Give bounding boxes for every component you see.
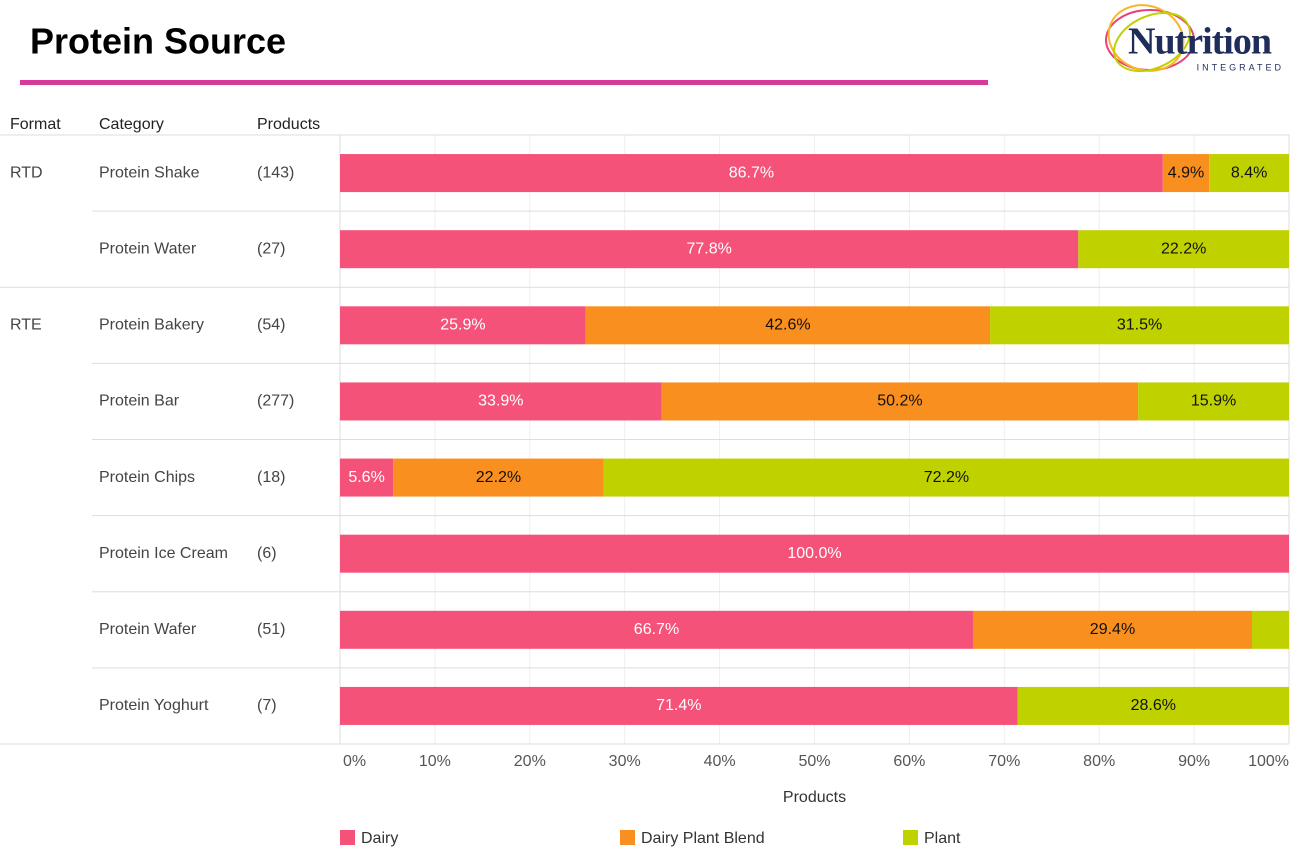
- product-count: (7): [257, 697, 277, 714]
- bar-segment: [661, 382, 1139, 421]
- bar-segment: [340, 382, 662, 421]
- category-label: Protein Bakery: [99, 317, 204, 334]
- x-axis-label: Products: [783, 789, 846, 806]
- data-label: 50.2%: [877, 393, 922, 410]
- x-tick-label: 10%: [419, 753, 451, 770]
- bar-segment: [340, 534, 1289, 573]
- data-label: 86.7%: [729, 164, 774, 181]
- data-label: 22.2%: [476, 469, 521, 486]
- x-tick-label: 80%: [1083, 753, 1115, 770]
- bar-segment: [1251, 610, 1289, 649]
- bar-segment: [1138, 382, 1289, 421]
- logo-ring: [1113, 11, 1191, 73]
- product-count: (277): [257, 393, 294, 410]
- column-header: Format: [10, 116, 61, 133]
- bar-segment: [990, 306, 1289, 345]
- data-label: 42.6%: [765, 317, 810, 334]
- bar-segment: [340, 154, 1163, 193]
- bar-segment: [340, 230, 1079, 269]
- title-underline: [20, 80, 988, 85]
- bar-segment: [1078, 230, 1289, 269]
- data-label: 4.9%: [1168, 164, 1204, 181]
- data-label: 100.0%: [787, 545, 841, 562]
- legend-swatch: [620, 830, 635, 845]
- product-count: (51): [257, 621, 285, 638]
- product-count: (143): [257, 164, 294, 181]
- bar-segment: [972, 610, 1252, 649]
- x-tick-label: 60%: [893, 753, 925, 770]
- x-tick-label: 20%: [514, 753, 546, 770]
- data-label: 22.2%: [1161, 240, 1206, 257]
- legend-label: Dairy Plant Blend: [641, 830, 765, 847]
- data-label: 15.9%: [1191, 393, 1236, 410]
- bar-segment: [340, 610, 973, 649]
- logo-sub: INTEGRATED: [1197, 62, 1284, 72]
- logo: Nutrition INTEGRATED: [1105, 4, 1284, 73]
- x-tick-label: 90%: [1178, 753, 1210, 770]
- data-label: 28.6%: [1131, 697, 1176, 714]
- data-label: 5.6%: [348, 469, 384, 486]
- bar-segment: [1162, 154, 1210, 193]
- logo-name: Nutrition: [1128, 21, 1272, 63]
- category-label: Protein Wafer: [99, 621, 197, 638]
- x-tick-label: 0%: [343, 753, 366, 770]
- data-label: 71.4%: [656, 697, 701, 714]
- data-label: 8.4%: [1231, 164, 1267, 181]
- page-title: Protein Source: [30, 21, 286, 62]
- data-label: 77.8%: [686, 240, 731, 257]
- data-label: 33.9%: [478, 393, 523, 410]
- x-tick-label: 30%: [609, 753, 641, 770]
- data-label: 66.7%: [634, 621, 679, 638]
- category-label: Protein Bar: [99, 393, 180, 410]
- legend-swatch: [340, 830, 355, 845]
- bar-segment: [340, 686, 1018, 725]
- bar-segment: [1017, 686, 1289, 725]
- category-label: Protein Shake: [99, 164, 200, 181]
- column-header: Category: [99, 116, 164, 133]
- product-count: (6): [257, 545, 277, 562]
- x-tick-label: 70%: [988, 753, 1020, 770]
- x-tick-label: 50%: [798, 753, 830, 770]
- product-count: (18): [257, 469, 285, 486]
- x-tick-label: 100%: [1248, 753, 1289, 770]
- bar-segment: [603, 458, 1289, 497]
- category-label: Protein Ice Cream: [99, 545, 228, 562]
- bar-segment: [340, 306, 586, 345]
- product-count: (54): [257, 317, 285, 334]
- bar-segment: [340, 458, 394, 497]
- bar-segment: [1209, 154, 1289, 193]
- data-label: 72.2%: [924, 469, 969, 486]
- category-label: Protein Chips: [99, 469, 195, 486]
- bar-segment: [585, 306, 991, 345]
- data-label: 25.9%: [440, 317, 485, 334]
- product-count: (27): [257, 240, 285, 257]
- format-label: RTD: [10, 164, 43, 181]
- legend-label: Dairy: [361, 830, 398, 847]
- format-label: RTE: [10, 317, 42, 334]
- data-label: 29.4%: [1090, 621, 1135, 638]
- legend-swatch: [903, 830, 918, 845]
- category-label: Protein Water: [99, 240, 197, 257]
- column-header: Products: [257, 116, 320, 133]
- bar-segment: [393, 458, 604, 497]
- data-label: 31.5%: [1117, 317, 1162, 334]
- legend-label: Plant: [924, 830, 961, 847]
- x-tick-label: 40%: [704, 753, 736, 770]
- category-label: Protein Yoghurt: [99, 697, 209, 714]
